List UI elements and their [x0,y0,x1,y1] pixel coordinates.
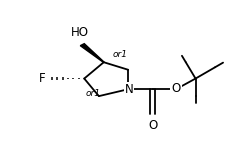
Text: O: O [148,119,157,132]
Text: or1: or1 [85,89,100,98]
Text: F: F [39,72,45,85]
Text: O: O [171,82,181,95]
Text: HO: HO [71,26,89,39]
Text: N: N [125,83,134,96]
Polygon shape [80,44,104,62]
Text: or1: or1 [113,50,128,59]
